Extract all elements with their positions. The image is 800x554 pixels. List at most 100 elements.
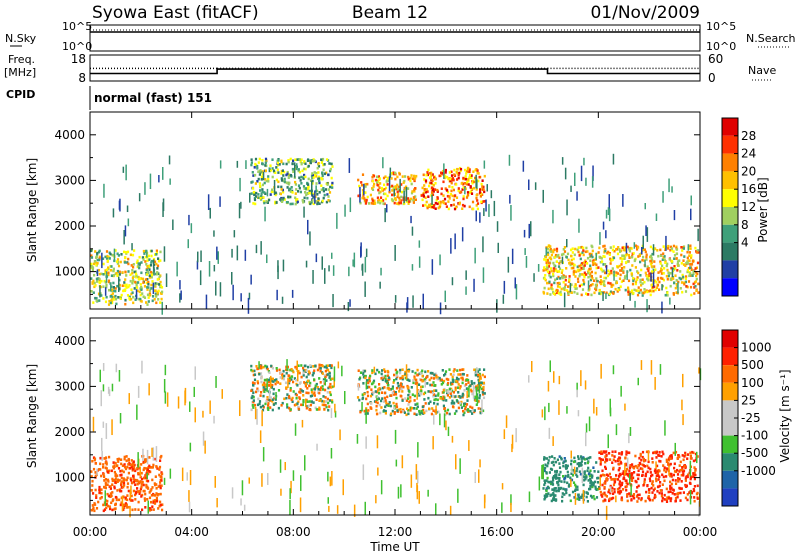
scatter-cell (371, 188, 375, 191)
scatter-cell (396, 202, 399, 205)
scatter-cell (93, 509, 96, 513)
scatter-cell (260, 380, 263, 384)
scatter-cell (251, 369, 254, 373)
scatter-cell (670, 475, 673, 478)
sparse-echo (524, 248, 526, 255)
scatter-cell (421, 385, 424, 388)
sparse-echo (689, 490, 692, 505)
scatter-cell (575, 270, 578, 274)
scatter-cell (554, 473, 557, 477)
scatter-cell (313, 388, 316, 391)
scatter-cell (623, 254, 626, 258)
sparse-echo (574, 493, 577, 505)
scatter-cell (594, 271, 597, 275)
sparse-echo (341, 365, 343, 377)
scatter-cell (396, 183, 399, 187)
scatter-cell (437, 410, 440, 414)
scatter-cell (148, 289, 152, 292)
sparse-echo (379, 281, 381, 289)
scatter-cell (299, 388, 302, 391)
scatter-cell (313, 171, 316, 174)
scatter-cell (260, 194, 263, 198)
scatter-cell (266, 367, 269, 371)
sparse-echo (289, 500, 291, 516)
scatter-cell (100, 488, 103, 491)
scatter-cell (639, 288, 642, 292)
sparse-echo (690, 195, 692, 206)
scatter-cell (554, 470, 557, 473)
scatter-cell (649, 467, 652, 471)
scatter-cell (381, 375, 384, 379)
scatter-cell (312, 371, 315, 375)
sparse-echo (190, 223, 193, 234)
sparse-echo (457, 488, 459, 503)
scatter-cell (316, 386, 319, 389)
scatter-cell (470, 187, 473, 191)
sparse-echo (476, 179, 478, 189)
scatter-cell (686, 268, 689, 272)
scatter-cell (574, 483, 577, 487)
scatter-cell (424, 180, 428, 184)
scatter-cell (605, 495, 608, 498)
scatter-cell (603, 244, 606, 248)
sparse-echo (151, 447, 153, 457)
sparse-echo (258, 361, 260, 369)
scatter-cell (453, 368, 456, 371)
scatter-cell (363, 198, 367, 202)
scatter-cell (302, 185, 306, 188)
nsky-tick-high: 10^5 (62, 20, 92, 33)
sparse-echo (449, 505, 452, 515)
scatter-cell (124, 497, 127, 501)
scatter-cell (256, 164, 259, 168)
scatter-cell (95, 496, 98, 499)
sparse-echo (641, 247, 643, 255)
scatter-cell (614, 459, 617, 463)
scatter-cell (582, 249, 585, 252)
scatter-cell (268, 371, 271, 374)
scatter-cell (429, 390, 433, 394)
scatter-cell (571, 474, 575, 477)
scatter-cell (331, 385, 334, 389)
scatter-cell (686, 457, 689, 460)
scatter-cell (605, 473, 609, 477)
scatter-cell (457, 383, 460, 386)
scatter-cell (617, 468, 620, 472)
scatter-cell (395, 386, 399, 390)
scatter-cell (665, 458, 668, 462)
scatter-cell (330, 176, 333, 180)
scatter-cell (432, 409, 435, 412)
scatter-cell (450, 387, 453, 391)
scatter-cell (131, 269, 134, 272)
scatter-cell (396, 375, 399, 379)
scatter-cell (457, 176, 460, 180)
scatter-cell (669, 462, 672, 466)
scatter-cell (545, 479, 548, 482)
colorbar-swatch (722, 242, 738, 261)
sparse-echo (103, 183, 105, 198)
scatter-cell (655, 280, 658, 284)
scatter-cell (542, 290, 545, 294)
scatter-cell (316, 202, 319, 206)
sparse-echo (394, 245, 396, 261)
scatter-cell (151, 259, 154, 263)
sparse-echo (397, 486, 400, 499)
scatter-cell (401, 377, 404, 381)
scatter-cell (468, 170, 471, 174)
scatter-cell (316, 368, 319, 372)
scatter-cell (137, 490, 140, 494)
scatter-cell (157, 259, 161, 263)
scatter-cell (682, 472, 685, 476)
sparse-echo (294, 162, 296, 178)
scatter-cell (94, 284, 97, 287)
scatter-cell (388, 388, 391, 391)
scatter-cell (159, 259, 162, 262)
scatter-cell (113, 465, 116, 468)
scatter-cell (566, 481, 569, 485)
scatter-cell (275, 378, 278, 381)
scatter-cell (552, 463, 555, 467)
scatter-cell (408, 400, 411, 404)
sparse-echo (261, 473, 263, 487)
scatter-cell (697, 251, 700, 254)
scatter-cell (140, 288, 143, 292)
